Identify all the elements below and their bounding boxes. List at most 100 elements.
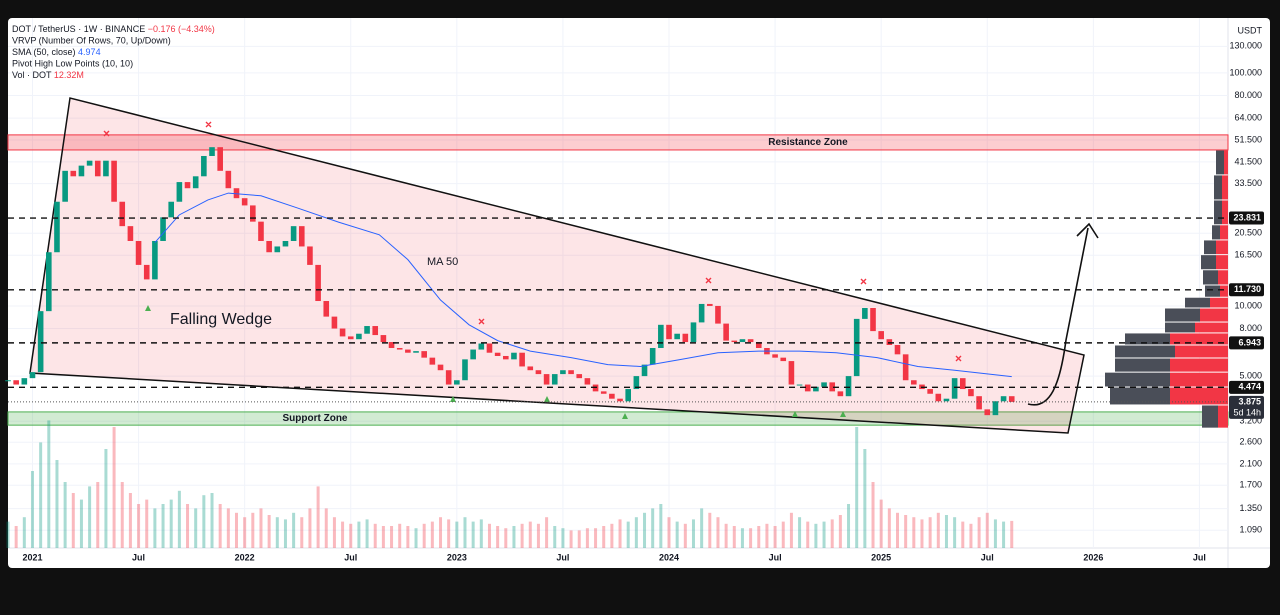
ma-line <box>154 192 1012 378</box>
profile-down <box>1201 255 1216 270</box>
candle <box>184 182 191 189</box>
volume-bar <box>1002 521 1006 548</box>
x-tick-label: 2023 <box>447 552 467 562</box>
candle <box>241 198 248 206</box>
volume-bar <box>169 499 173 548</box>
candle <box>666 324 672 340</box>
volume-bar <box>724 523 728 548</box>
candle <box>674 333 680 340</box>
y-tick-label: 100.000 <box>1229 67 1262 77</box>
x-tick-label: 2022 <box>235 552 255 562</box>
vol: Vol · DOT <box>12 70 52 80</box>
candle <box>576 374 583 379</box>
volume-bar <box>944 515 948 548</box>
level-box <box>1229 336 1264 350</box>
level-label: 23.831 <box>1233 212 1261 222</box>
candle <box>658 324 664 349</box>
volume-bar <box>977 517 981 548</box>
volume-bar <box>602 526 606 548</box>
wedge <box>29 97 1085 434</box>
y-tick-label: 2.600 <box>1239 437 1262 447</box>
candle <box>250 205 256 222</box>
volume-bar <box>22 517 26 548</box>
candle <box>70 170 77 177</box>
profile-up <box>1170 333 1228 345</box>
volume-bar <box>414 528 418 548</box>
volume-bar <box>137 504 141 548</box>
candle <box>984 409 991 416</box>
volume-bar <box>863 449 867 548</box>
y-tick-label: 20.500 <box>1234 228 1262 238</box>
level-box <box>1229 283 1264 297</box>
profile-down <box>1165 322 1195 333</box>
x-tick-label: 2026 <box>1083 552 1103 562</box>
legend-line: SMA (50, close) 4.974 <box>12 47 101 57</box>
volume-bar <box>259 508 263 548</box>
legend-line: Pivot High Low Points (10, 10) <box>12 58 133 68</box>
profile-up <box>1218 405 1228 428</box>
candle <box>902 354 909 381</box>
profile-down <box>1125 333 1170 345</box>
candle <box>413 351 419 353</box>
candle <box>54 201 60 253</box>
volume-bar <box>577 530 581 548</box>
candle <box>821 382 827 387</box>
candle <box>13 380 19 385</box>
candle <box>772 354 778 358</box>
volume-bar <box>855 427 859 548</box>
candle <box>21 378 28 385</box>
volume-bar <box>128 493 132 548</box>
candle <box>168 201 175 218</box>
volume-bar <box>161 504 165 548</box>
candle <box>829 382 836 392</box>
volume-bar <box>912 517 916 548</box>
volume-bar <box>626 521 630 548</box>
volume-bar <box>716 517 720 548</box>
candle <box>600 391 607 394</box>
sma: SMA (50, close) <box>12 47 76 57</box>
volume-bar <box>757 526 761 548</box>
candle <box>209 147 215 156</box>
volume-bar <box>643 512 647 548</box>
candle <box>959 378 966 390</box>
candle <box>111 160 117 202</box>
candle <box>992 401 999 416</box>
candle <box>690 322 697 343</box>
candle <box>927 389 933 394</box>
x-tick-label: Jul <box>981 552 994 562</box>
y-tick-label: 1.090 <box>1239 525 1262 535</box>
volume-bar <box>234 512 238 548</box>
candle <box>478 343 485 350</box>
candle <box>739 339 746 343</box>
volume-bar <box>904 515 908 548</box>
volume-bar <box>528 521 532 548</box>
volume-bar <box>700 508 704 548</box>
volume-bar <box>39 442 43 548</box>
volume-bar <box>47 420 51 548</box>
volume-bar <box>365 519 369 548</box>
volume-bar <box>814 523 818 548</box>
volume-bar <box>275 517 279 548</box>
candle <box>307 246 313 265</box>
candle <box>625 389 632 402</box>
volume-bar <box>594 528 598 548</box>
candle <box>731 340 738 343</box>
profile-down <box>1105 372 1170 387</box>
volume-bar <box>879 499 883 548</box>
symbol: DOT / TetherUS · 1W · BINANCE <box>12 24 145 34</box>
volume-bar <box>740 528 744 548</box>
volume-bar <box>781 521 785 548</box>
candle <box>225 170 232 189</box>
candle <box>421 351 427 358</box>
volume-bar <box>561 528 565 548</box>
volume-bar <box>569 530 573 548</box>
candle <box>878 331 884 340</box>
y-tick-label: 64.000 <box>1234 112 1262 122</box>
zone-label: Support Zone <box>283 413 348 424</box>
y-tick-label: 41.500 <box>1234 156 1262 166</box>
candle <box>568 370 574 375</box>
x-tick-label: 2025 <box>871 552 891 562</box>
candle <box>372 326 379 336</box>
volume-bar <box>471 521 475 548</box>
